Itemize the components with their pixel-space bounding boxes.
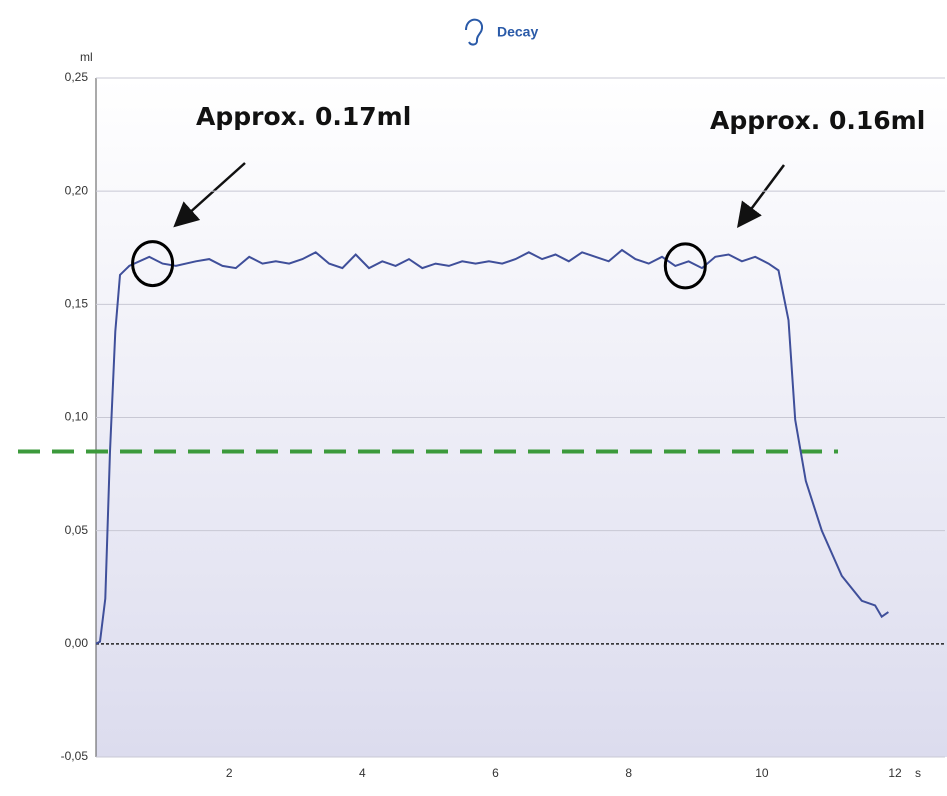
series-line bbox=[95, 248, 889, 645]
y-tick-label: 0,05 bbox=[65, 523, 89, 537]
x-tick-label: 6 bbox=[492, 766, 499, 780]
annotation-circle bbox=[131, 240, 175, 288]
x-tick-label: 12 bbox=[888, 766, 902, 780]
annotation-text: Approx. 0.17ml bbox=[196, 102, 411, 131]
y-tick-label: 0,25 bbox=[65, 70, 89, 84]
y-tick-label: 0,00 bbox=[65, 636, 89, 650]
title-icon bbox=[465, 18, 484, 46]
y-tick-label: 0,20 bbox=[65, 183, 89, 197]
arrow bbox=[737, 164, 786, 229]
annotation-circle bbox=[663, 242, 707, 290]
x-axis-unit: s bbox=[915, 766, 921, 780]
annotation-text: Approx. 0.16ml bbox=[710, 106, 925, 135]
y-axis-unit: ml bbox=[80, 50, 93, 64]
x-tick-label: 10 bbox=[755, 766, 769, 780]
y-tick-label: -0,05 bbox=[61, 749, 89, 763]
chart-title: Decay bbox=[497, 24, 538, 40]
arrow bbox=[173, 162, 246, 228]
x-tick-label: 8 bbox=[625, 766, 632, 780]
x-tick-label: 2 bbox=[226, 766, 233, 780]
y-tick-label: 0,10 bbox=[65, 410, 89, 424]
y-tick-label: 0,15 bbox=[65, 297, 89, 311]
x-tick-label: 4 bbox=[359, 766, 366, 780]
